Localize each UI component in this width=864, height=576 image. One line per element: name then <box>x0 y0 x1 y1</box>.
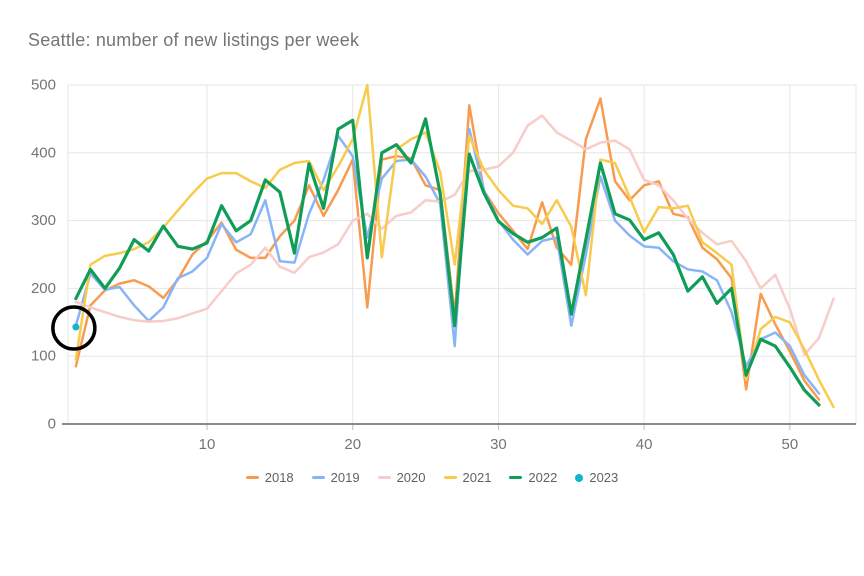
legend-item-2021: 2021 <box>443 470 492 485</box>
legend-label: 2020 <box>396 470 426 485</box>
series-line-2022[interactable] <box>74 117 821 407</box>
series-line-2021[interactable] <box>74 83 835 409</box>
chart-title: Seattle: number of new listings per week <box>28 30 360 50</box>
legend-label: 2023 <box>589 470 619 485</box>
y-tick-label: 0 <box>48 416 56 433</box>
x-tick-label: 50 <box>782 436 799 453</box>
x-tick-label: 30 <box>490 436 507 453</box>
legend-item-2020: 2020 <box>377 470 426 485</box>
legend-swatch-2022 <box>509 476 523 479</box>
legend-label: 2019 <box>330 470 360 485</box>
y-tick-label: 400 <box>31 144 56 161</box>
legend-item-2018: 2018 <box>245 470 294 485</box>
x-tick-label: 10 <box>199 436 216 453</box>
legend-swatch-2019 <box>311 476 325 479</box>
y-tick-label: 300 <box>31 212 56 229</box>
series-line-2019[interactable] <box>74 127 821 395</box>
legend-item-2023: 2023 <box>575 470 618 485</box>
legend-item-2019: 2019 <box>311 470 360 485</box>
legend-label: 2022 <box>528 470 558 485</box>
y-tick-label: 100 <box>31 348 56 365</box>
y-tick-label: 200 <box>31 280 56 297</box>
chart-legend: 2018 2019 2020 2021 2022 2023 <box>0 470 864 485</box>
annotation-circle <box>51 305 97 351</box>
legend-swatch-2021 <box>443 476 457 479</box>
legend-label: 2021 <box>462 470 492 485</box>
legend-label: 2018 <box>264 470 294 485</box>
legend-swatch-2020 <box>377 476 391 479</box>
series-line-2020[interactable] <box>74 114 835 357</box>
legend-item-2022: 2022 <box>509 470 557 485</box>
y-tick-label: 500 <box>31 77 56 94</box>
data-point-2023[interactable] <box>72 323 80 331</box>
x-tick-label: 40 <box>636 436 653 453</box>
x-tick-label: 20 <box>344 436 361 453</box>
legend-swatch-2018 <box>245 476 259 479</box>
legend-swatch-2023 <box>575 473 584 482</box>
